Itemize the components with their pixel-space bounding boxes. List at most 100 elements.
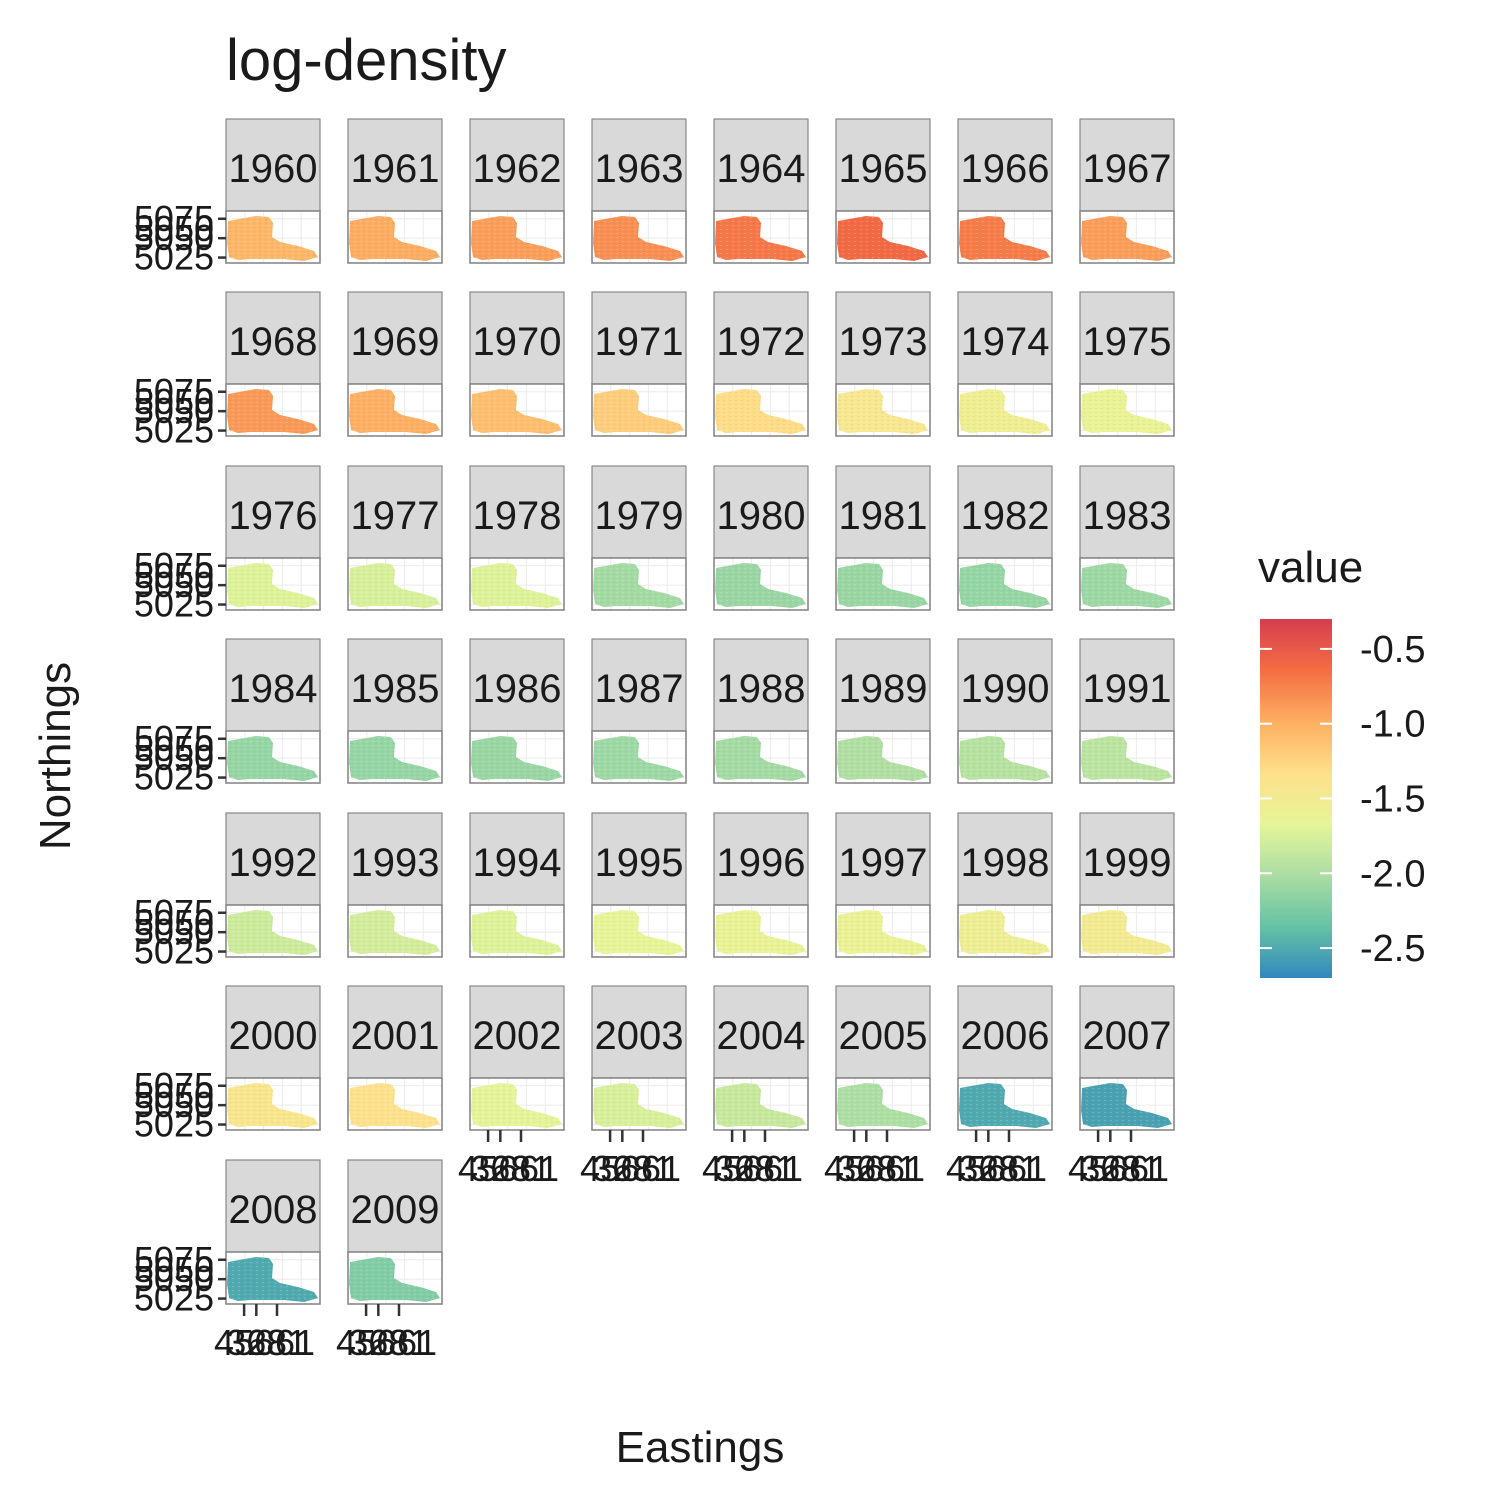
x-tick-label: 61 [1129, 1148, 1169, 1189]
facet-strip-label: 1986 [473, 667, 562, 711]
y-tick-label: 5050 [134, 1084, 214, 1125]
facet-strip-label: 1981 [839, 494, 928, 538]
facet-panel-border [469, 904, 565, 958]
facet-panel: 1961 [347, 118, 443, 264]
facet-panel: 1990 [957, 638, 1053, 784]
facet-strip-label: 1992 [229, 841, 318, 885]
facet-panel: 1978 [469, 465, 565, 611]
facet-panel-border [591, 904, 687, 958]
legend-label: -2.0 [1360, 853, 1425, 895]
facet-strip-label: 1966 [961, 147, 1050, 191]
x-tick-label: 61 [397, 1322, 437, 1363]
facet-strip-label: 1974 [961, 320, 1050, 364]
facet-panel: 1964 [713, 118, 809, 264]
facet-strip [347, 1159, 443, 1253]
legend-label: -1.0 [1360, 704, 1425, 746]
facet-strip-label: 1970 [473, 320, 562, 364]
facet-strip-label: 1997 [839, 841, 928, 885]
density-region [715, 216, 806, 261]
x-tick-label: 368 [348, 1322, 408, 1363]
facet-strip-label: 2004 [717, 1014, 806, 1058]
facet-strip [957, 985, 1053, 1079]
y-tick-label: 5050 [134, 728, 214, 769]
x-tick-label: 368 [470, 1148, 530, 1189]
legend-label: -0.5 [1360, 629, 1425, 671]
legend-label: -2.5 [1360, 928, 1425, 970]
legend-label: -1.5 [1360, 779, 1425, 821]
x-tick-label: 281 [1101, 1148, 1161, 1189]
facet-strip [835, 638, 931, 732]
facet-panel-border [1079, 730, 1175, 784]
facet-panel-border [835, 210, 931, 264]
facet-strip-label: 2001 [351, 1014, 440, 1058]
facet-strip-label: 1991 [1083, 667, 1172, 711]
facet-panel: 1966 [957, 118, 1053, 264]
facet-strip [347, 118, 443, 212]
x-tick-label: 456 [336, 1322, 396, 1363]
facet-panel-border [957, 904, 1053, 958]
facet-panel: 1981 [835, 465, 931, 611]
facet-strip [347, 291, 443, 385]
x-tick-label: 281 [979, 1148, 1039, 1189]
facet-strip [713, 985, 809, 1079]
facet-panel-border [957, 557, 1053, 611]
facet-panel-border [1079, 210, 1175, 264]
facet-panel-border [1079, 383, 1175, 437]
facet-panel: 1987 [591, 638, 687, 784]
facet-panel: 1969 [347, 291, 443, 437]
x-tick-label: 281 [857, 1148, 917, 1189]
facet-panel-border [347, 904, 443, 958]
facet-panel: 1996 [713, 812, 809, 958]
facet-strip-label: 1967 [1083, 147, 1172, 191]
facet-panel: 1972 [713, 291, 809, 437]
facet-strip-label: 1995 [595, 841, 684, 885]
facet-strip [591, 465, 687, 559]
facet-strip [591, 118, 687, 212]
facet-panel-border [347, 1077, 443, 1131]
facet-panel: 1989 [835, 638, 931, 784]
facet-panel-border [591, 383, 687, 437]
facet-panel: 1979 [591, 465, 687, 611]
x-tick-label: 368 [836, 1148, 896, 1189]
x-tick-label: 368 [958, 1148, 1018, 1189]
facet-strip [835, 465, 931, 559]
density-region [349, 216, 440, 261]
y-tick-label: 5050 [134, 217, 214, 258]
facet-strip-label: 1975 [1083, 320, 1172, 364]
facet-strip-label: 2000 [229, 1014, 318, 1058]
y-tick-label: 5025 [134, 237, 214, 278]
facet-panel: 1975 [1079, 291, 1175, 437]
facet-strip [347, 638, 443, 732]
facet-panel: 1997 [835, 812, 931, 958]
facet-panel-border [469, 383, 565, 437]
x-tick-label: 61 [763, 1148, 803, 1189]
facet-strip-label: 1983 [1083, 494, 1172, 538]
facet-panel: 2001 [347, 985, 443, 1131]
facet-strip-label: 1994 [473, 841, 562, 885]
facet-strip [957, 638, 1053, 732]
facet-strip-label: 2008 [229, 1188, 318, 1232]
facet-panel-border [957, 210, 1053, 264]
facet-strip [591, 812, 687, 906]
facet-panel-border [835, 383, 931, 437]
facet-panel: 1994 [469, 812, 565, 958]
facet-panel-border [713, 383, 809, 437]
legend-title: value [1258, 543, 1363, 592]
facet-panel: 1998 [957, 812, 1053, 958]
facet-panel-border [591, 210, 687, 264]
facet-strip-label: 1998 [961, 841, 1050, 885]
facet-strip [1079, 291, 1175, 385]
facet-strip [1079, 812, 1175, 906]
facet-panel-border [713, 557, 809, 611]
facet-strip [835, 118, 931, 212]
